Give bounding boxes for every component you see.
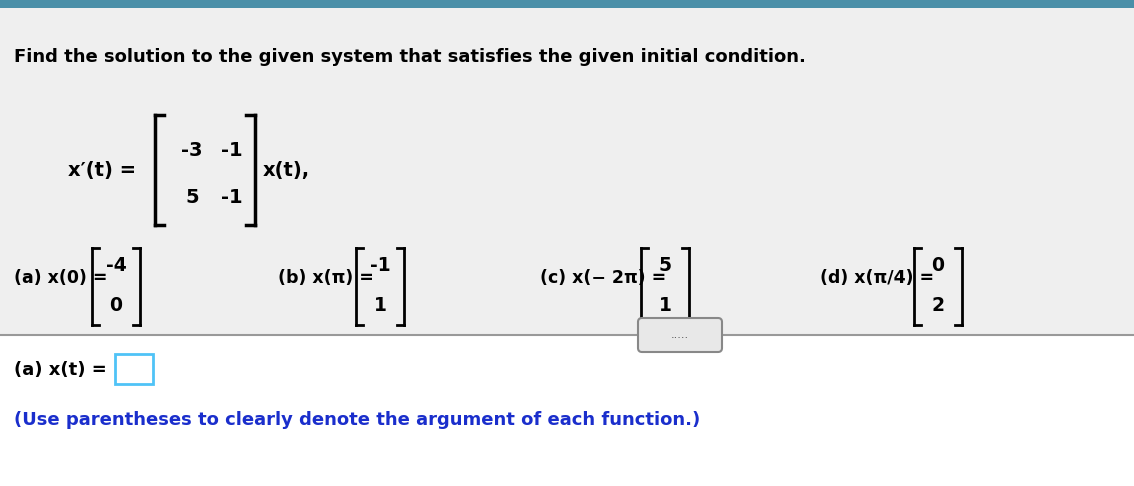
Text: 2: 2 — [931, 295, 945, 314]
Text: 1: 1 — [373, 295, 387, 314]
Bar — [0, 335, 1134, 486]
Text: -3: -3 — [181, 140, 203, 159]
Text: -1: -1 — [370, 256, 390, 275]
Text: (b) x(π) =: (b) x(π) = — [278, 269, 374, 287]
Text: (a) x(t) =: (a) x(t) = — [14, 361, 107, 379]
Text: 0: 0 — [110, 295, 122, 314]
Text: 5: 5 — [659, 256, 672, 275]
Bar — [0, 0, 1134, 8]
Text: 1: 1 — [659, 295, 671, 314]
Text: 0: 0 — [931, 256, 945, 275]
Text: 5: 5 — [185, 188, 198, 207]
Text: (d) x(π/4) =: (d) x(π/4) = — [820, 269, 934, 287]
Text: x′(t) =: x′(t) = — [68, 160, 136, 179]
Text: -1: -1 — [221, 140, 243, 159]
Bar — [0, 8, 1134, 335]
Bar — [115, 354, 153, 384]
Text: x(t),: x(t), — [263, 160, 310, 179]
Text: (c) x(− 2π) =: (c) x(− 2π) = — [540, 269, 667, 287]
Text: -4: -4 — [105, 256, 126, 275]
Text: Find the solution to the given system that satisfies the given initial condition: Find the solution to the given system th… — [14, 48, 806, 66]
FancyBboxPatch shape — [638, 318, 722, 352]
Text: (a) x(0) =: (a) x(0) = — [14, 269, 108, 287]
Text: -1: -1 — [221, 188, 243, 207]
Text: (Use parentheses to clearly denote the argument of each function.): (Use parentheses to clearly denote the a… — [14, 411, 701, 429]
Text: .....: ..... — [671, 330, 689, 340]
